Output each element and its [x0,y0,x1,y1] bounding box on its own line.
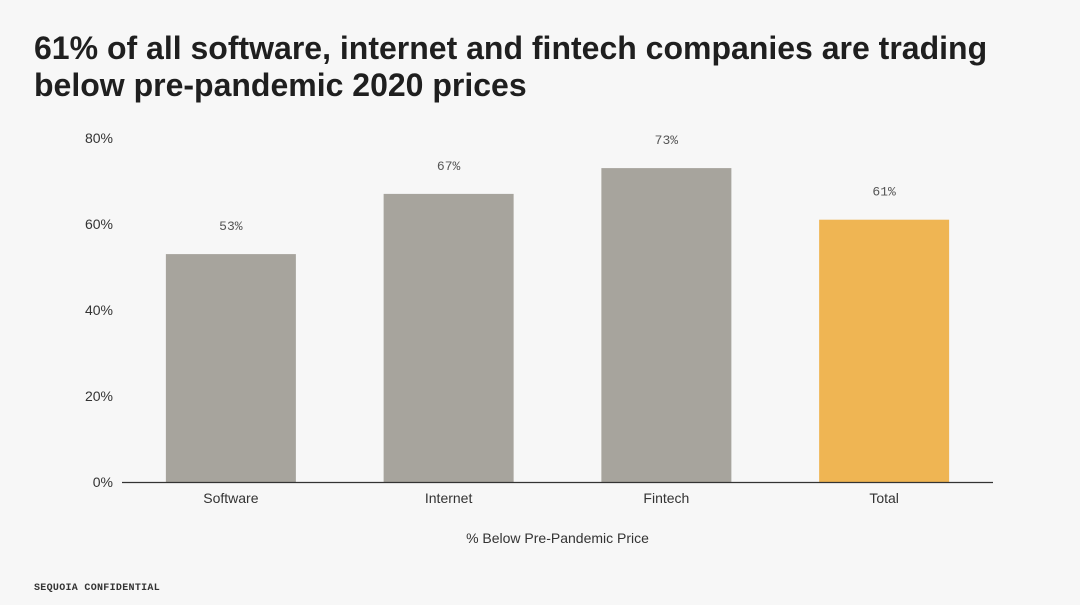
x-axis-tick-labels: Software Internet Fintech Total [203,490,899,506]
x-tick-label-fintech: Fintech [643,490,689,506]
slide-title-line-1: 61% of all software, internet and fintec… [34,30,988,66]
x-tick-label-internet: Internet [425,490,473,506]
data-label-fintech: 73% [655,133,679,148]
bar-total [819,219,950,482]
x-tick-label-total: Total [869,490,899,506]
y-tick-label: 20% [85,388,113,404]
x-axis-title: % Below Pre-Pandemic Price [466,530,649,546]
data-label-software: 53% [219,219,243,234]
data-label-internet: 67% [437,159,461,174]
data-label-total: 61% [872,185,896,200]
y-tick-label: 0% [93,474,113,490]
bar-internet [383,193,514,482]
y-tick-label: 60% [85,216,113,232]
bar-software [165,254,296,482]
slide-title-line-2: below pre-pandemic 2020 prices [34,67,527,103]
slide-title: 61% of all software, internet and fintec… [34,30,1054,104]
bar-series [165,168,950,482]
bar-chart: 0% 20% 40% 60% 80% 53% 67% 73% 61% Software Inte… [85,130,993,546]
y-tick-label: 40% [85,302,113,318]
bar-data-labels: 53% 67% 73% 61% [219,133,896,234]
y-tick-label: 80% [85,130,113,146]
confidential-footer: SEQUOIA CONFIDENTIAL [34,583,161,594]
y-axis-tick-labels: 0% 20% 40% 60% 80% [85,130,113,490]
bar-fintech [601,168,732,482]
x-tick-label-software: Software [203,490,258,506]
